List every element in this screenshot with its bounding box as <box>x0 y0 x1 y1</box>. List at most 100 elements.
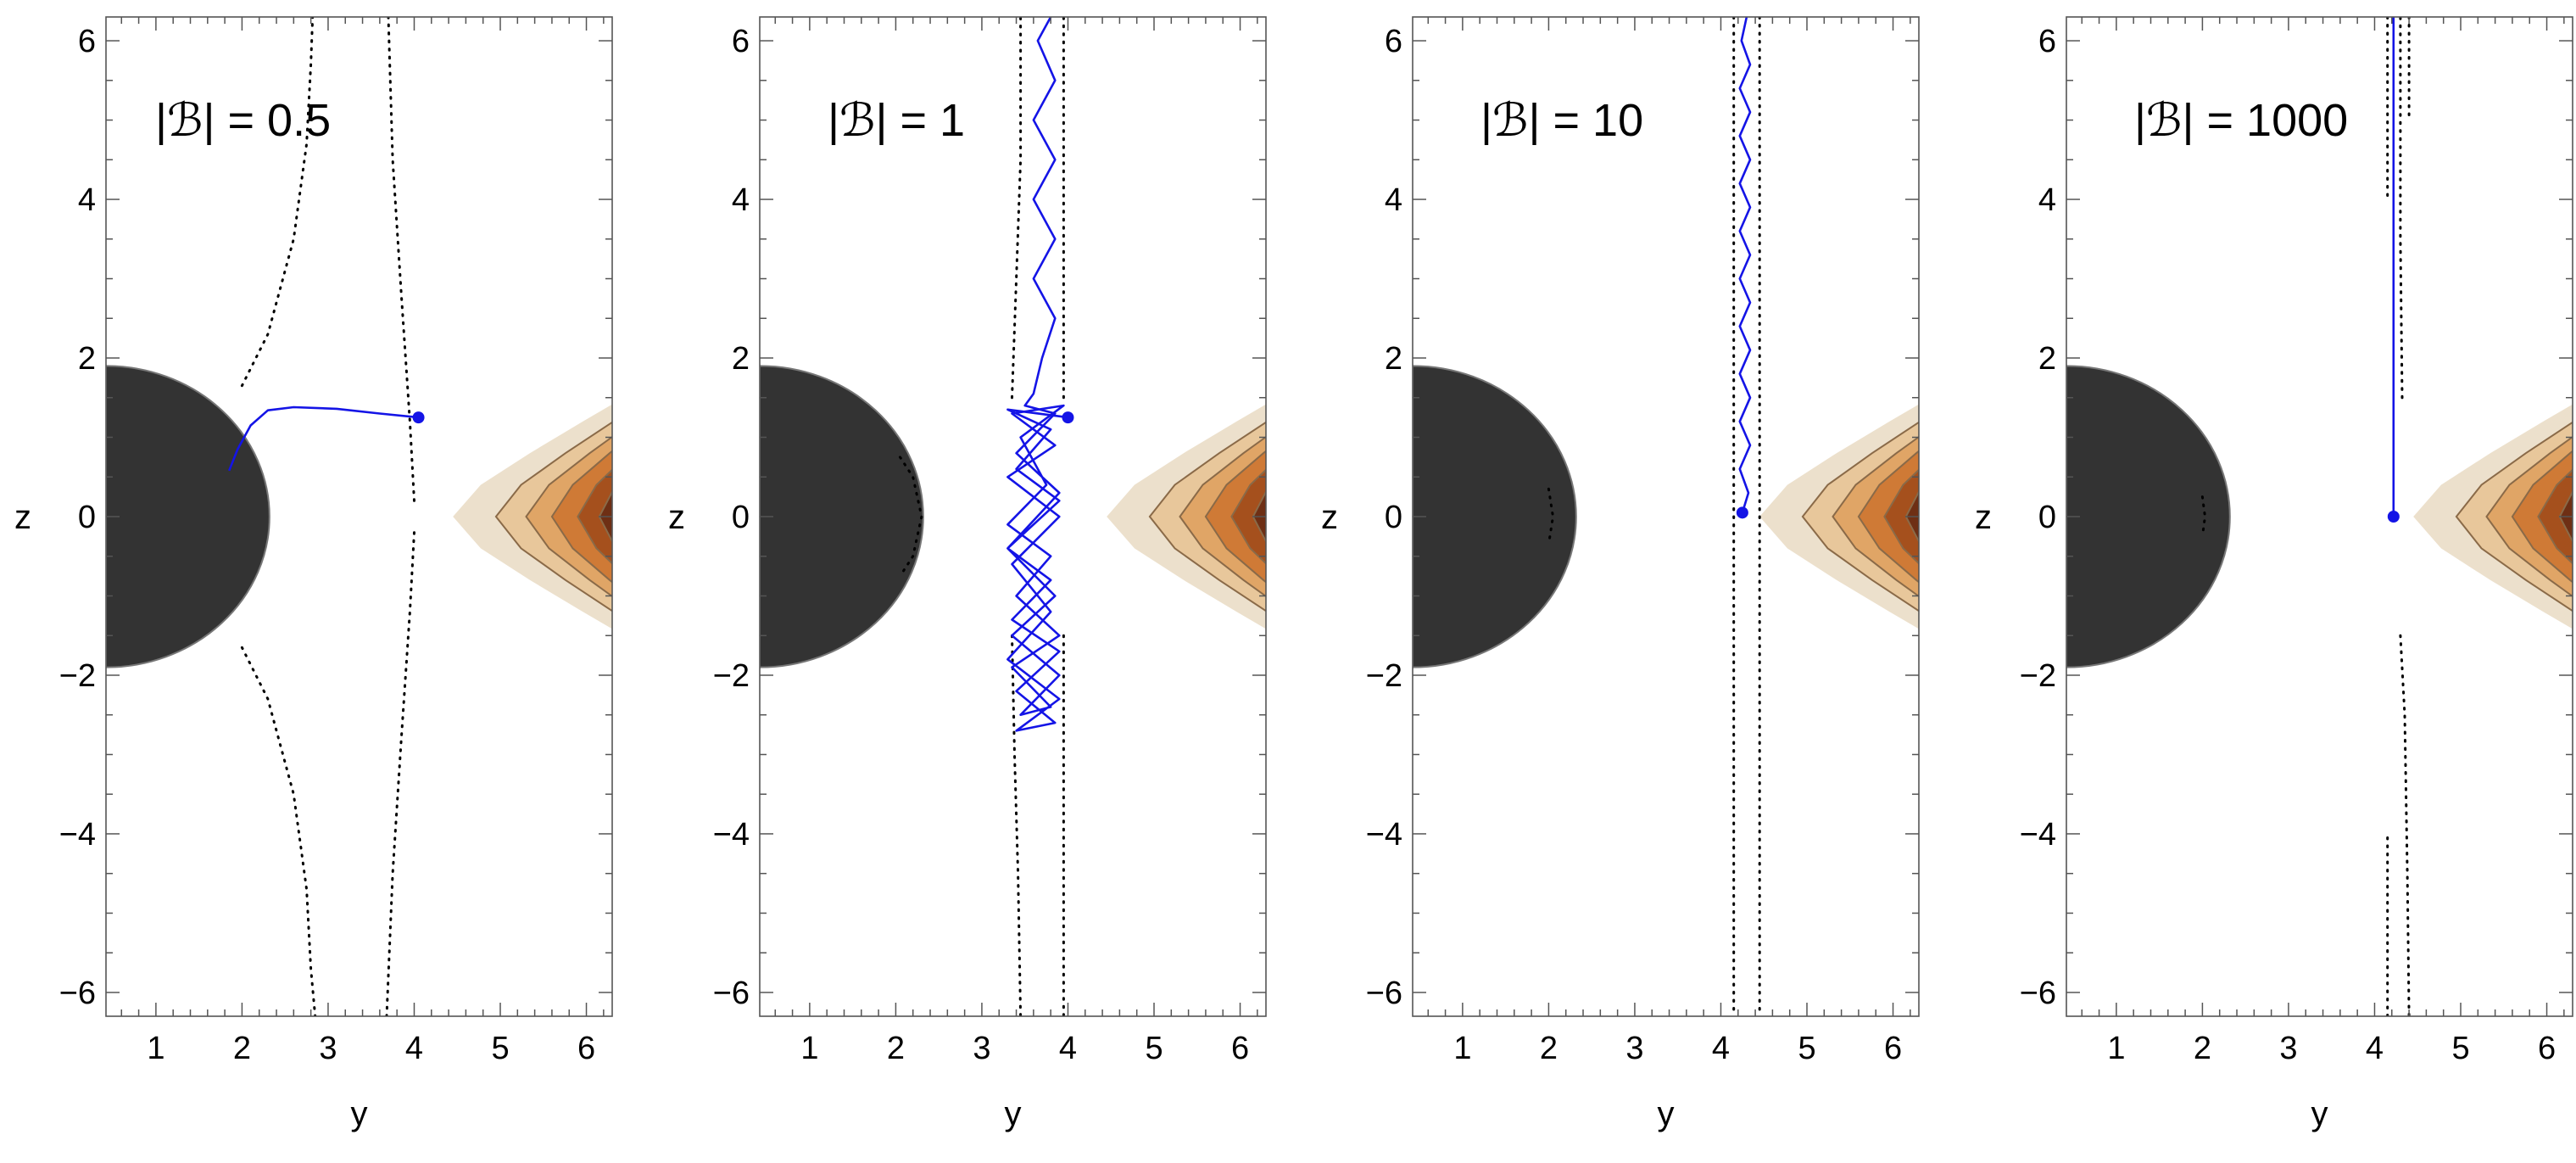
contour-level <box>1252 489 1266 544</box>
separatrix-line <box>2399 17 2404 400</box>
plot-area <box>760 17 1266 1016</box>
y-tick-label: 6 <box>732 24 750 59</box>
y-tick-label: −6 <box>713 976 750 1011</box>
start-point <box>1736 506 1748 519</box>
central-sphere <box>106 365 270 668</box>
x-tick-label: 2 <box>1540 1031 1558 1066</box>
y-tick-label: 2 <box>2038 341 2056 377</box>
y-tick-label: 4 <box>1385 182 1402 218</box>
contour-level <box>525 435 612 598</box>
y-tick-label: −4 <box>59 817 96 853</box>
contour-level <box>1230 468 1266 565</box>
y-tick-label: 6 <box>2038 24 2056 59</box>
y-tick-label: 0 <box>2038 500 2056 535</box>
y-tick-label: 0 <box>732 500 750 535</box>
contour-level <box>1148 421 1266 612</box>
y-tick-label: −2 <box>2020 658 2056 694</box>
y-axis-title: z <box>1975 499 1992 536</box>
panel-label: |ℬ| = 10 <box>1480 95 1643 146</box>
x-tick-label: 2 <box>2194 1031 2211 1066</box>
trajectory-line <box>1006 17 1068 732</box>
separatrix-line <box>899 456 923 578</box>
x-tick-label: 1 <box>800 1031 818 1066</box>
x-tick-label: 4 <box>2366 1031 2384 1066</box>
separatrix-line <box>240 17 315 388</box>
x-tick-label: 6 <box>577 1031 595 1066</box>
y-tick-label: 2 <box>732 341 750 377</box>
plot-area <box>106 17 612 1016</box>
y-tick-label: −2 <box>713 658 750 694</box>
y-axis-title: z <box>668 499 685 536</box>
y-axis-title: z <box>1321 499 1338 536</box>
y-tick-label: −6 <box>2020 976 2056 1011</box>
y-tick-label: 0 <box>1385 500 1402 535</box>
central-sphere <box>760 365 924 668</box>
y-tick-label: −2 <box>1366 658 1402 694</box>
x-axis-title: y <box>1658 1095 1675 1132</box>
contour-level <box>494 421 612 612</box>
x-tick-label: 6 <box>1884 1031 1902 1066</box>
separatrix-line <box>2200 495 2207 538</box>
separatrix-line <box>1011 17 1023 400</box>
y-tick-label: −6 <box>1366 976 1402 1011</box>
x-tick-label: 4 <box>1712 1031 1730 1066</box>
y-tick-label: −6 <box>59 976 96 1011</box>
central-sphere <box>1413 365 1577 668</box>
y-tick-label: −4 <box>1366 817 1402 853</box>
trajectory-line <box>1738 17 1752 513</box>
separatrix-line <box>1547 487 1555 546</box>
y-tick-label: −4 <box>713 817 750 853</box>
start-point <box>2387 511 2400 523</box>
x-axis-title: y <box>1005 1095 1022 1132</box>
panel-4: 1 2 3 4 5 6 −6 −4 −2 0 2 4 6 y z |ℬ| = 1000 <box>1975 16 2573 1132</box>
plot-area <box>1413 17 1919 1016</box>
contour-level <box>2537 468 2573 565</box>
y-tick-label: 2 <box>78 341 96 377</box>
contour-level <box>1107 404 1266 629</box>
panel-3: 1 2 3 4 5 6 −6 −4 −2 0 2 4 6 y z |ℬ| = 10 <box>1321 16 1920 1132</box>
panel-label: |ℬ| = 1 <box>828 95 965 146</box>
start-point <box>412 411 425 424</box>
x-tick-label: 1 <box>147 1031 164 1066</box>
y-tick-label: −2 <box>59 658 96 694</box>
x-axis-title: y <box>2311 1095 2328 1132</box>
x-tick-label: 6 <box>1231 1031 1249 1066</box>
x-tick-label: 3 <box>973 1031 990 1066</box>
contour-level <box>598 489 612 544</box>
x-tick-label: 5 <box>2451 1031 2469 1066</box>
separatrix-line <box>240 646 317 1016</box>
panel-2: 1 2 3 4 5 6 −6 −4 −2 0 2 4 6 y z |ℬ| = 1 <box>668 16 1267 1132</box>
separatrix-line <box>2399 634 2411 1016</box>
y-tick-label: 4 <box>732 182 750 218</box>
x-tick-label: 3 <box>1625 1031 1643 1066</box>
x-tick-label: 4 <box>1059 1031 1077 1066</box>
y-tick-label: 4 <box>2038 182 2056 218</box>
x-tick-label: 2 <box>887 1031 905 1066</box>
x-axis-title: y <box>351 1095 368 1132</box>
y-axis-title: z <box>14 499 31 536</box>
y-tick-label: 4 <box>78 182 96 218</box>
y-tick-label: 6 <box>78 24 96 59</box>
contour-level <box>577 468 612 565</box>
x-tick-label: 5 <box>1145 1031 1163 1066</box>
separatrix-line <box>1011 634 1023 1016</box>
x-tick-label: 3 <box>2279 1031 2297 1066</box>
separatrix-line <box>385 531 415 1016</box>
y-tick-label: 0 <box>78 500 96 535</box>
separatrix-line <box>387 17 415 502</box>
panel-label: |ℬ| = 1000 <box>2134 95 2348 146</box>
x-tick-label: 3 <box>319 1031 337 1066</box>
x-tick-label: 6 <box>2538 1031 2556 1066</box>
x-tick-label: 5 <box>491 1031 509 1066</box>
y-tick-label: −4 <box>2020 817 2056 853</box>
contour-level <box>1883 468 1919 565</box>
panel-1: 1 2 3 4 5 6 −6 −4 −2 0 2 4 6 y z |ℬ| = 0.5 <box>14 16 613 1132</box>
contour-level <box>453 404 612 629</box>
y-tick-label: 6 <box>1385 24 1402 59</box>
x-tick-label: 4 <box>405 1031 423 1066</box>
trajectory-line <box>227 405 419 472</box>
start-point <box>1062 411 1074 424</box>
plot-area <box>2066 17 2573 1016</box>
y-tick-label: 2 <box>1385 341 1402 377</box>
